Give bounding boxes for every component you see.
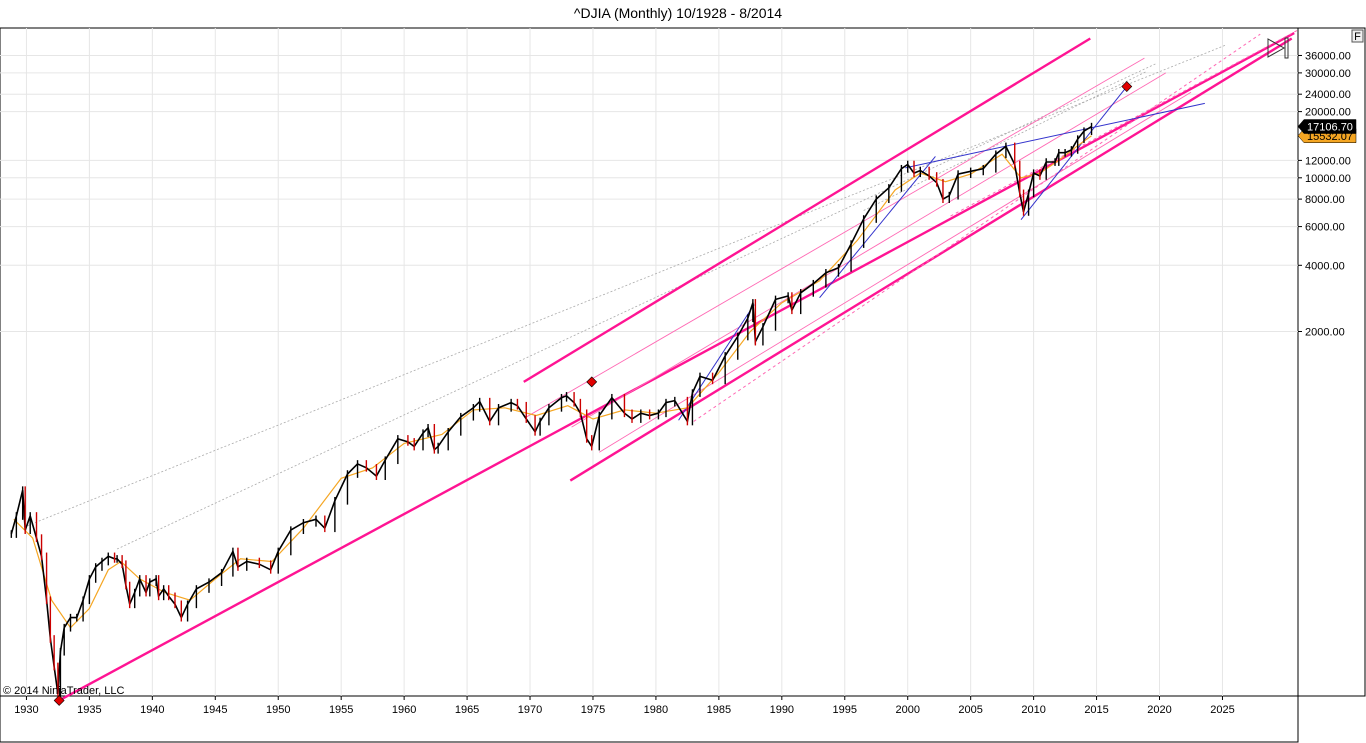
blue-trendline-4 <box>1020 86 1128 220</box>
channel-line-4 <box>524 57 1145 419</box>
x-axis-ticks: 1930 1935 1940 1945 1950 1955 1960 1965 1970 1975… <box>14 696 1235 716</box>
x-tick-label-2025: 2025 <box>1210 704 1234 716</box>
x-tick-label-2015: 2015 <box>1084 704 1108 716</box>
x-tick-label-2000: 2000 <box>895 704 919 716</box>
x-tick-label-1940: 1940 <box>140 704 164 716</box>
channel-line-7 <box>693 33 1261 422</box>
x-axis-panel[interactable] <box>0 695 1299 743</box>
y-tick-label-20000: 20000.00 <box>1305 107 1351 119</box>
x-tick-label-2005: 2005 <box>958 704 982 716</box>
x-tick-label-1990: 1990 <box>770 704 794 716</box>
channel-line-2 <box>523 37 1091 383</box>
diamond-markers <box>53 81 1133 706</box>
y-tick-label-8000: 8000.00 <box>1305 194 1345 206</box>
y-tick-label-36000: 36000.00 <box>1305 50 1351 62</box>
ohlc-bars-layer <box>10 122 1093 698</box>
channel-line-5 <box>571 72 1167 428</box>
y-tick-label-24000: 24000.00 <box>1305 89 1351 101</box>
y-tick-label-12000: 12000.00 <box>1305 155 1351 167</box>
gray-trendline-3 <box>863 70 1148 211</box>
moving-average-line <box>13 135 1092 629</box>
grid-layer <box>0 28 1298 696</box>
y-axis-ticks: 2000.00 4000.00 6000.00 8000.00 10000.00 1200… <box>1298 50 1351 339</box>
last-price-box-bg <box>1297 119 1357 134</box>
x-tick-label-1935: 1935 <box>77 704 101 716</box>
y-tick-label-30000: 30000.00 <box>1305 68 1351 80</box>
x-tick-label-2010: 2010 <box>1021 704 1045 716</box>
channel-line-1 <box>58 32 1295 702</box>
f-button-label: F <box>1354 31 1361 43</box>
x-tick-label-1955: 1955 <box>329 704 353 716</box>
gray-trendline-2 <box>116 63 1156 550</box>
gray-long-trendlines <box>23 45 1226 550</box>
play-icon[interactable] <box>1267 37 1289 59</box>
diamond-marker-2 <box>586 376 598 388</box>
diamond-marker-1 <box>53 695 65 706</box>
x-tick-label-1950: 1950 <box>266 704 290 716</box>
moving-average-layer <box>13 135 1092 629</box>
y-tick-label-2000: 2000.00 <box>1305 327 1345 339</box>
y-tick-label-6000: 6000.00 <box>1305 222 1345 234</box>
chart-title: ^DJIA (Monthly) 10/1928 - 8/2014 <box>574 5 782 21</box>
x-tick-label-1970: 1970 <box>518 704 542 716</box>
plot-area[interactable] <box>0 27 1299 697</box>
copyright-text: © 2014 NinjaTrader, LLC <box>3 685 124 697</box>
x-tick-label-1995: 1995 <box>833 704 857 716</box>
channel-line-6 <box>599 91 1192 453</box>
y-tick-label-4000: 4000.00 <box>1305 260 1345 272</box>
x-tick-label-1930: 1930 <box>14 704 38 716</box>
blue-trendline-3 <box>905 102 1205 169</box>
last-price-label: 17106.70 <box>1307 122 1353 134</box>
last-price-box: 17106.70 <box>1297 119 1357 134</box>
x-tick-label-2020: 2020 <box>1147 704 1171 716</box>
x-tick-label-1975: 1975 <box>581 704 605 716</box>
y-tick-label-10000: 10000.00 <box>1305 173 1351 185</box>
x-tick-label-1980: 1980 <box>644 704 668 716</box>
x-tick-label-1985: 1985 <box>707 704 731 716</box>
f-button[interactable]: F <box>1351 29 1364 43</box>
x-tick-label-1945: 1945 <box>203 704 227 716</box>
x-tick-label-1960: 1960 <box>392 704 416 716</box>
x-tick-label-1965: 1965 <box>455 704 479 716</box>
diamond-marker-3 <box>1121 81 1133 92</box>
